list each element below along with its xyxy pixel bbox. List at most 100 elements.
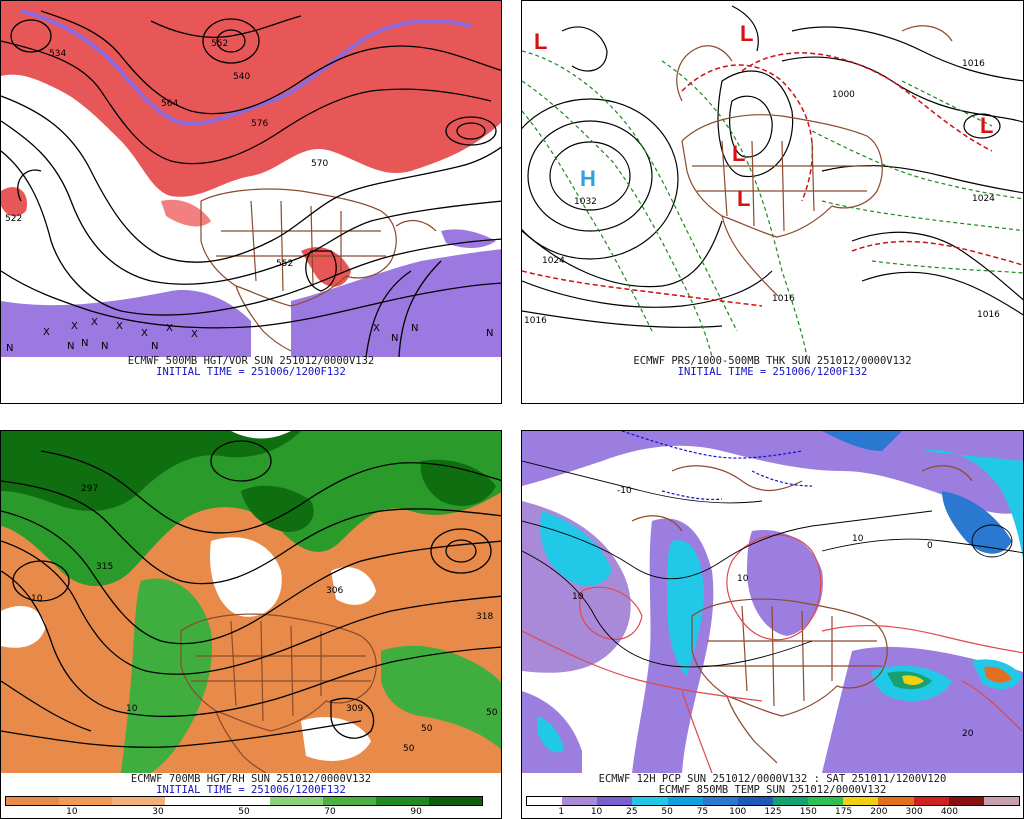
colorbar-tick-label: 125 — [764, 807, 782, 817]
colorbar-tick-label: 10 — [590, 807, 603, 817]
low-pressure-marker: L — [732, 141, 745, 166]
geography-lines — [200, 188, 437, 352]
caption-initial-time: INITIAL TIME = 251006/1200F132 — [677, 366, 868, 378]
colorbar-tick-label: 100 — [729, 807, 747, 817]
colorbar-tick-label: 200 — [870, 807, 888, 817]
colorbar-precipitation — [526, 796, 1020, 806]
colorbar-segment — [323, 797, 377, 805]
contour-label: 10 — [572, 592, 584, 602]
colorbar-segment — [527, 797, 563, 805]
contour-label: 1016 — [772, 294, 795, 304]
panel-precip-850mb-temp: 10 -10 10 0 20 10 ECMWF 12H PCP SUN 2510… — [521, 430, 1024, 819]
colorbar-relative-humidity — [5, 796, 483, 806]
contour-label: 534 — [49, 49, 66, 59]
colorbar-tick-label: 90 — [410, 807, 422, 817]
colorbar-tick-label: 30 — [152, 807, 164, 817]
panel-pressure-thickness: H 1032 L L L L L 1024 1016 1016 1024 101… — [521, 0, 1024, 404]
colorbar-tick-label: 1 — [558, 807, 565, 817]
colorbar-ticks: 1 10 25 50 75 100 125 150 175 200 300 400 — [526, 807, 1020, 818]
colorbar-tick-label: 150 — [799, 807, 817, 817]
colorbar-segment — [58, 797, 112, 805]
colorbar-segment — [6, 797, 59, 805]
colorbar-segment — [111, 797, 165, 805]
contour-label: 1016 — [977, 310, 1000, 320]
caption-title: ECMWF PRS/1000-500MB THK SUN 251012/0000… — [633, 355, 912, 367]
colorbar-segment — [913, 797, 949, 805]
contour-label: 1016 — [962, 59, 985, 69]
contour-label: 10 — [852, 534, 864, 544]
contour-label: 306 — [326, 586, 343, 596]
extrema-markers: X X X X X X X X N N N N N N N N — [6, 317, 493, 354]
max-marker: N — [67, 341, 74, 352]
colorbar-segment — [808, 797, 844, 805]
contour-label: 552 — [276, 259, 293, 269]
colorbar-segment — [164, 797, 218, 805]
min-marker: X — [191, 329, 198, 340]
max-marker: N — [6, 343, 13, 354]
contour-label: 1000 — [832, 90, 855, 100]
min-marker: X — [116, 321, 123, 332]
caption-title: ECMWF 700MB HGT/RH SUN 251012/0000V132 — [130, 773, 372, 785]
colorbar-segment — [948, 797, 984, 805]
caption-title: ECMWF 500MB HGT/VOR SUN 251012/0000V132 — [127, 355, 375, 367]
colorbar-tick-label: 75 — [696, 807, 709, 817]
caption-title: ECMWF 12H PCP SUN 251012/0000V132 : SAT … — [598, 773, 947, 785]
colorbar-segment — [429, 797, 483, 805]
contour-label: 315 — [96, 562, 113, 572]
map-pressure: H 1032 L L L L L 1024 1016 1016 1024 101… — [522, 1, 1023, 357]
max-marker: N — [411, 323, 418, 334]
max-marker: N — [81, 338, 88, 349]
thickness-contours — [522, 50, 1023, 357]
colorbar-tick-label: 400 — [940, 807, 959, 817]
colorbar-segment — [737, 797, 773, 805]
min-marker: X — [166, 323, 173, 334]
high-pressure-marker: H — [580, 166, 596, 191]
contour-label: 309 — [346, 704, 363, 714]
max-marker: N — [391, 333, 398, 344]
contour-label: 10 — [31, 594, 43, 604]
colorbar-tick-label: 70 — [324, 807, 336, 817]
contour-label: 50 — [486, 708, 498, 718]
contour-label: 522 — [5, 214, 22, 224]
low-pressure-marker: L — [740, 21, 753, 46]
min-marker: X — [373, 323, 380, 334]
colorbar-tick-label: 10 — [66, 807, 78, 817]
min-marker: X — [141, 328, 148, 339]
precip-shading — [522, 431, 1023, 773]
min-marker: X — [71, 321, 78, 332]
vorticity-shading — [1, 1, 501, 357]
contour-label: 1016 — [524, 316, 547, 326]
colorbar-segment — [270, 797, 324, 805]
colorbar-tick-label: 175 — [834, 807, 853, 817]
colorbar-tick-label: 25 — [626, 807, 638, 817]
colorbar-segment — [667, 797, 703, 805]
colorbar-segment — [632, 797, 668, 805]
contour-label: 50 — [421, 724, 433, 734]
contour-label: 50 — [403, 744, 415, 754]
height-contours — [1, 440, 501, 748]
colorbar-segment — [562, 797, 598, 805]
geography-lines — [180, 613, 377, 773]
contour-label: 1024 — [542, 256, 565, 266]
low-pressure-marker: L — [737, 186, 750, 211]
contour-label: 552 — [211, 39, 228, 49]
min-marker: X — [43, 327, 50, 338]
map-500mb: 534 540 552 576 570 564 552 522 X X X X … — [1, 1, 501, 357]
caption-subtitle: ECMWF 850MB TEMP SUN 251012/0000V132 — [658, 784, 887, 796]
colorbar-ticks: 10 30 50 70 90 — [5, 807, 483, 818]
panel-500mb-height-vorticity: 534 540 552 576 570 564 552 522 X X X X … — [0, 0, 502, 404]
caption-initial-time: INITIAL TIME = 251006/1200F132 — [156, 366, 346, 378]
contour-labels: 534 540 552 576 570 564 552 522 — [5, 39, 328, 269]
contour-label: 564 — [161, 99, 178, 109]
contour-label: 1024 — [972, 194, 995, 204]
contour-label: 540 — [233, 72, 250, 82]
colorbar-segment — [983, 797, 1019, 805]
colorbar-tick-label: 300 — [905, 807, 923, 817]
caption-initial-time: INITIAL TIME = 251006/1200F132 — [156, 784, 346, 796]
height-contours — [1, 10, 501, 357]
temperature-contours — [522, 534, 1023, 773]
contour-label: 10 — [126, 704, 138, 714]
contour-label: 570 — [311, 159, 328, 169]
colorbar-segment — [217, 797, 271, 805]
contour-labels: 297 315 306 318 309 10 10 50 50 50 — [31, 484, 498, 754]
